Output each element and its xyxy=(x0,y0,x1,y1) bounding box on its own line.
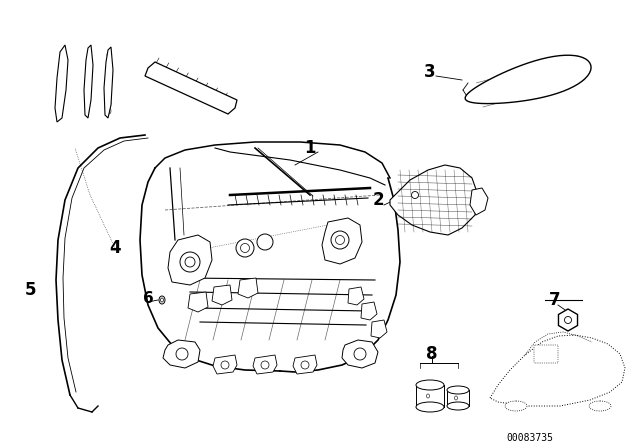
Ellipse shape xyxy=(562,314,574,326)
Text: 3: 3 xyxy=(424,63,436,81)
Text: 7: 7 xyxy=(549,291,561,309)
Ellipse shape xyxy=(236,239,254,257)
Polygon shape xyxy=(390,165,478,235)
Ellipse shape xyxy=(301,361,309,369)
Ellipse shape xyxy=(107,76,111,82)
Polygon shape xyxy=(465,55,591,103)
Ellipse shape xyxy=(107,92,111,98)
Polygon shape xyxy=(348,287,364,305)
Polygon shape xyxy=(55,45,68,122)
Ellipse shape xyxy=(589,401,611,411)
Polygon shape xyxy=(168,235,212,285)
Polygon shape xyxy=(238,278,258,298)
Ellipse shape xyxy=(505,401,527,411)
Ellipse shape xyxy=(107,108,111,114)
Polygon shape xyxy=(371,320,387,338)
Ellipse shape xyxy=(185,257,195,267)
Ellipse shape xyxy=(241,244,250,253)
Ellipse shape xyxy=(447,402,469,410)
Ellipse shape xyxy=(426,394,429,398)
Ellipse shape xyxy=(107,60,111,66)
Ellipse shape xyxy=(159,296,165,304)
Text: 00083735: 00083735 xyxy=(506,433,554,443)
Ellipse shape xyxy=(412,191,419,198)
Polygon shape xyxy=(361,302,377,320)
Text: 5: 5 xyxy=(24,281,36,299)
Ellipse shape xyxy=(176,348,188,360)
Polygon shape xyxy=(212,285,232,305)
Polygon shape xyxy=(145,62,237,114)
Polygon shape xyxy=(470,188,488,215)
Ellipse shape xyxy=(107,68,111,74)
Ellipse shape xyxy=(107,100,111,106)
Text: 4: 4 xyxy=(109,239,121,257)
Ellipse shape xyxy=(354,348,366,360)
Ellipse shape xyxy=(416,380,444,390)
Polygon shape xyxy=(293,355,317,374)
Ellipse shape xyxy=(335,236,344,245)
Text: 1: 1 xyxy=(304,139,316,157)
Ellipse shape xyxy=(416,402,444,412)
Ellipse shape xyxy=(180,252,200,272)
Text: 8: 8 xyxy=(426,345,438,363)
Ellipse shape xyxy=(221,361,229,369)
Ellipse shape xyxy=(107,52,111,58)
Polygon shape xyxy=(322,218,362,264)
Polygon shape xyxy=(188,292,208,312)
Polygon shape xyxy=(84,45,93,118)
Polygon shape xyxy=(559,309,577,331)
Polygon shape xyxy=(213,355,237,374)
Text: 2: 2 xyxy=(372,191,384,209)
Ellipse shape xyxy=(564,316,572,323)
Ellipse shape xyxy=(331,231,349,249)
Polygon shape xyxy=(253,355,277,374)
Polygon shape xyxy=(342,340,378,368)
Polygon shape xyxy=(163,340,200,368)
Ellipse shape xyxy=(257,234,273,250)
Polygon shape xyxy=(104,47,113,118)
FancyBboxPatch shape xyxy=(534,345,558,363)
Ellipse shape xyxy=(107,84,111,90)
Ellipse shape xyxy=(261,361,269,369)
Text: 6: 6 xyxy=(143,290,154,306)
Ellipse shape xyxy=(161,298,163,302)
Ellipse shape xyxy=(454,396,458,400)
Ellipse shape xyxy=(447,386,469,394)
